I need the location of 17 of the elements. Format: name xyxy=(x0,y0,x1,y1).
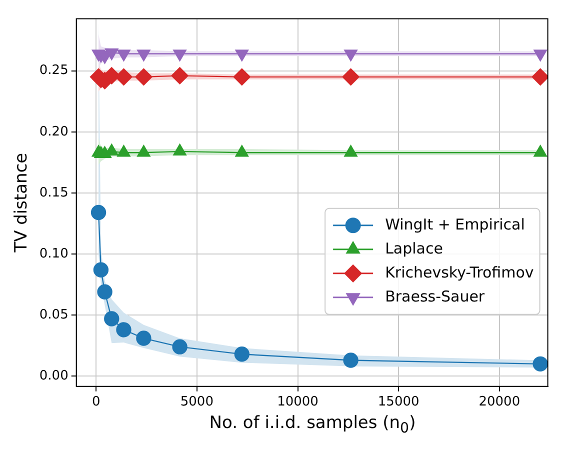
x-tick-label: 10000 xyxy=(277,394,318,410)
x-axis-title: No. of i.i.d. samples (n$_{0}$) xyxy=(208,413,417,436)
y-tick-label: 0.15 xyxy=(39,185,68,200)
y-axis-title: TV distance xyxy=(12,152,32,254)
y-tick-label: 0.25 xyxy=(39,63,68,78)
x-tick-label: 5000 xyxy=(180,394,214,410)
legend-label: Braess-Sauer xyxy=(385,287,486,306)
legend-label: Laplace xyxy=(385,239,443,258)
x-tick-label: 20000 xyxy=(478,394,520,410)
legend-label: WingIt + Empirical xyxy=(385,215,525,234)
legend-label: Krichevsky-Trofimov xyxy=(385,263,534,282)
x-tick-label: 15000 xyxy=(378,394,420,410)
y-tick-label: 0.20 xyxy=(39,124,68,140)
y-tick-label: 0.10 xyxy=(39,246,68,262)
x-tick-label: 0 xyxy=(92,394,100,410)
y-tick-label: 0.05 xyxy=(39,307,68,322)
y-tick-label: 0.00 xyxy=(39,368,68,384)
